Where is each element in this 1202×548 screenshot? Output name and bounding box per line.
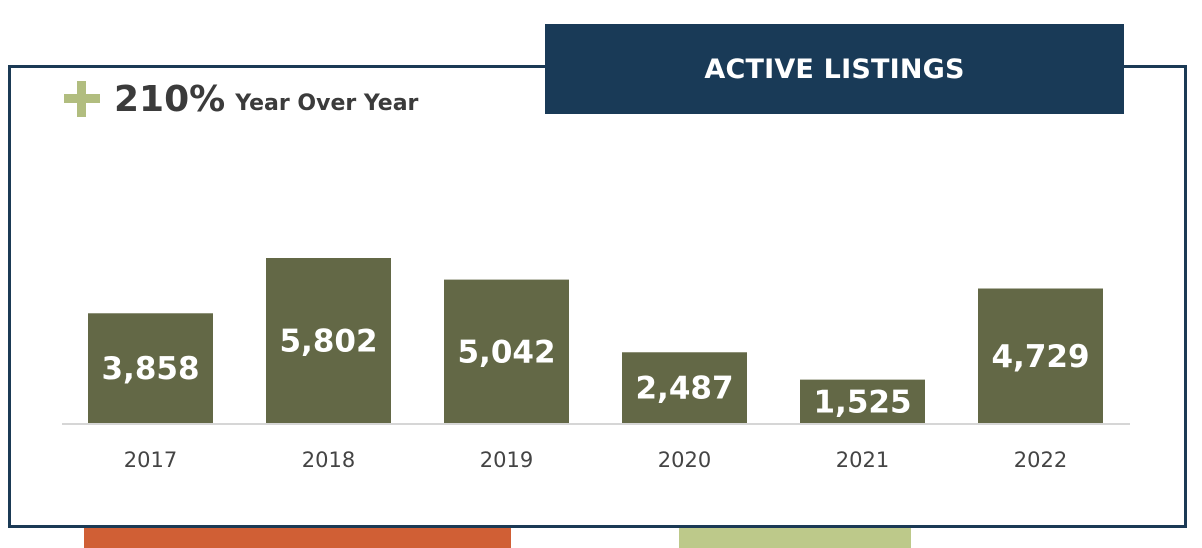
bar-value-label-2017: 3,858 [101, 351, 199, 387]
x-tick-label-2020: 2020 [658, 448, 711, 472]
bar-chart: 3,858 2017 5,802 2018 5,042 2019 2,487 2020 1,52… [0, 0, 1202, 548]
bar-value-label-2020: 2,487 [635, 371, 733, 407]
x-tick-label-2019: 2019 [480, 448, 533, 472]
bar-value-label-2021: 1,525 [813, 384, 911, 420]
decorative-orange-stripe [84, 528, 511, 548]
decorative-green-stripe [679, 528, 911, 548]
x-tick-label-2018: 2018 [302, 448, 355, 472]
bar-value-label-2019: 5,042 [457, 334, 555, 370]
x-tick-label-2021: 2021 [836, 448, 889, 472]
x-tick-label-2022: 2022 [1014, 448, 1067, 472]
x-tick-label-2017: 2017 [124, 448, 177, 472]
bar-value-label-2018: 5,802 [279, 324, 377, 360]
bar-value-label-2022: 4,729 [991, 339, 1089, 375]
